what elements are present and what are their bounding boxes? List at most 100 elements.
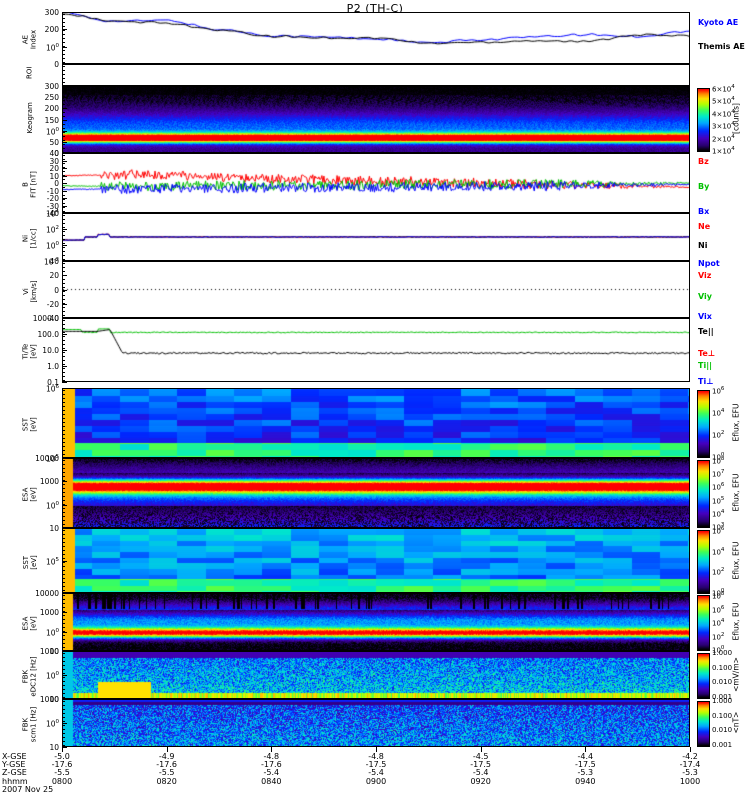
legend-ae-index-kyotoae: Kyoto AE bbox=[698, 18, 739, 27]
ytick-minor bbox=[62, 38, 65, 39]
xaxis-tick-hhmm-0900: 0900 bbox=[365, 776, 387, 786]
ytick-minor bbox=[62, 631, 65, 632]
ytick-minor bbox=[62, 62, 65, 63]
legend-ti-te-te: Te|| bbox=[698, 327, 714, 336]
ytick-minor bbox=[62, 46, 65, 47]
ytick-minor bbox=[62, 136, 65, 137]
ytick-mark bbox=[62, 382, 67, 383]
ylabel-fbk-efield: FBK eDC12 [Hz] bbox=[21, 656, 38, 697]
ytick-minor bbox=[62, 729, 65, 730]
ytick-minor bbox=[62, 468, 65, 469]
ytick-mark bbox=[62, 481, 67, 482]
panel-roi bbox=[62, 64, 690, 86]
ytick-minor bbox=[62, 422, 65, 423]
colorbar-tick-esa-ions-2: 104 bbox=[712, 618, 725, 628]
ytick-b-fit-4: 0 bbox=[54, 179, 59, 188]
ytick-mark bbox=[62, 229, 67, 230]
ytick-minor bbox=[62, 50, 65, 51]
ytick-minor bbox=[62, 191, 65, 192]
ytick-minor bbox=[62, 653, 65, 654]
ytick-mark bbox=[62, 97, 67, 98]
ytick-minor bbox=[62, 418, 65, 419]
ytick-minor bbox=[62, 390, 65, 391]
ytick-minor bbox=[62, 745, 65, 746]
ytick-minor bbox=[62, 287, 65, 288]
colorbar-tick-sst-ions-2: 104 bbox=[712, 546, 725, 556]
ytick-b-fit-0: -40 bbox=[46, 209, 59, 218]
ytick-mark bbox=[62, 86, 67, 87]
ytick-minor bbox=[62, 582, 65, 583]
legend-ni-density-ne: Ne bbox=[698, 222, 711, 231]
ytick-minor bbox=[62, 303, 65, 304]
xaxis-row-label-z-gse: Z-GSE bbox=[2, 768, 27, 778]
ytick-minor bbox=[62, 124, 65, 125]
ytick-minor bbox=[62, 263, 65, 264]
xaxis-tick-x_gse-0940: -4.4 bbox=[577, 752, 594, 761]
ytick-keogram-3: 150 bbox=[44, 115, 59, 125]
panel-b-fit bbox=[62, 153, 690, 213]
ytick-minor bbox=[62, 442, 65, 443]
ytick-sst-electrons-1: 106 bbox=[45, 384, 59, 394]
ytick-minor bbox=[62, 360, 65, 361]
xaxis-tick-z_gse-0840: -5.4 bbox=[263, 768, 280, 778]
ytick-b-fit-7: 30 bbox=[49, 156, 59, 166]
ytick-minor bbox=[62, 414, 65, 415]
ytick-mark bbox=[62, 318, 67, 319]
ytick-esa-electrons-1: 100 bbox=[45, 500, 59, 511]
colorbar-esa-ions bbox=[697, 595, 710, 651]
colorbar-tick-fbk-efield-3: 1.000 bbox=[712, 649, 733, 657]
ytick-mark bbox=[62, 176, 67, 177]
colorbar-tick-sst-ions-3: 106 bbox=[712, 526, 725, 536]
ytick-minor bbox=[62, 203, 65, 204]
ytick-minor bbox=[62, 484, 65, 485]
ytick-minor bbox=[62, 364, 65, 365]
ytick-minor bbox=[62, 30, 65, 31]
ytick-mark bbox=[62, 161, 67, 162]
ytick-minor bbox=[62, 70, 65, 71]
legend-vi-velocity-viz: Viz bbox=[698, 271, 712, 280]
ytick-mark bbox=[62, 206, 67, 207]
ytick-mark bbox=[62, 290, 67, 291]
plot-area-ti-te bbox=[63, 319, 689, 381]
ytick-minor bbox=[62, 737, 65, 738]
colorbar-tick-sst-ions-1: 102 bbox=[712, 567, 725, 577]
ytick-minor bbox=[62, 558, 65, 559]
ytick-minor bbox=[62, 450, 65, 451]
colorbar-tick-fbk-efield-1: 0.010 bbox=[712, 678, 733, 687]
ytick-minor bbox=[62, 476, 65, 477]
ytick-minor bbox=[62, 713, 65, 714]
ytick-minor bbox=[62, 311, 65, 312]
xtick-mark bbox=[690, 747, 691, 752]
ytick-minor bbox=[62, 500, 65, 501]
ytick-minor bbox=[62, 530, 65, 531]
ytick-mark bbox=[62, 245, 67, 246]
ytick-minor bbox=[62, 251, 65, 252]
ytick-minor bbox=[62, 235, 65, 236]
panel-esa-electrons bbox=[62, 458, 690, 528]
colorbar-tick-sst-electrons-0: 100 bbox=[712, 452, 725, 462]
ytick-minor bbox=[62, 247, 65, 248]
ytick-mark bbox=[62, 675, 67, 676]
ytick-minor bbox=[62, 96, 65, 97]
panel-ti-te bbox=[62, 318, 690, 382]
colorbar-tick-esa-electrons-5: 108 bbox=[712, 456, 725, 466]
colorbar-tick-esa-ions-3: 106 bbox=[712, 604, 725, 614]
ytick-minor bbox=[62, 307, 65, 308]
ytick-minor bbox=[62, 733, 65, 734]
ytick-minor bbox=[62, 104, 65, 105]
ytick-mark bbox=[62, 366, 67, 367]
ytick-ti-te-1: 1.0 bbox=[47, 362, 59, 371]
ytick-mark bbox=[62, 699, 67, 700]
ytick-minor bbox=[62, 623, 65, 624]
colorbar-tick-esa-electrons-0: 103 bbox=[712, 522, 725, 532]
ytick-minor bbox=[62, 320, 65, 321]
plot-area-sst-ions bbox=[63, 529, 689, 592]
ytick-minor bbox=[62, 590, 65, 591]
ytick-ae-index-3: 300 bbox=[44, 8, 59, 17]
ytick-vi-velocity-1: -20 bbox=[46, 299, 59, 309]
ytick-minor bbox=[62, 504, 65, 505]
ytick-minor bbox=[62, 673, 65, 674]
colorbar-tick-keogram-3: 4×104 bbox=[712, 108, 735, 119]
ytick-minor bbox=[62, 332, 65, 333]
